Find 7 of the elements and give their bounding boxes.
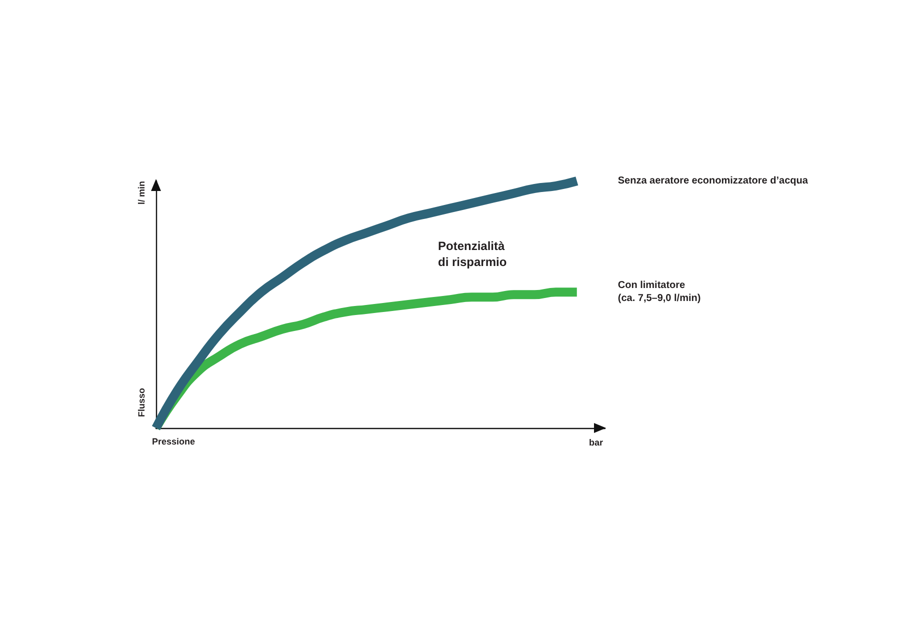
text: l/ min: [136, 180, 146, 204]
annotation: Potenzialità di risparmio: [438, 239, 507, 269]
text: bar: [589, 438, 604, 448]
y-axis-title: Flusso: [136, 388, 146, 418]
x-axis-title: Pressione: [152, 436, 196, 446]
text: Senza aeratore economizzatore d’acqua: [618, 176, 808, 186]
text: Con limitatore (ca. 7,5–9,0 l/min): [618, 280, 701, 304]
